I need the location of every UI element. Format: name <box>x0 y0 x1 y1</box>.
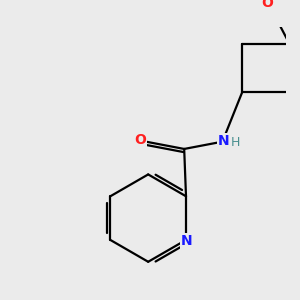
Text: O: O <box>261 0 273 11</box>
Text: N: N <box>181 234 193 248</box>
Text: N: N <box>218 134 229 148</box>
Text: H: H <box>230 136 240 149</box>
Text: O: O <box>135 133 146 147</box>
